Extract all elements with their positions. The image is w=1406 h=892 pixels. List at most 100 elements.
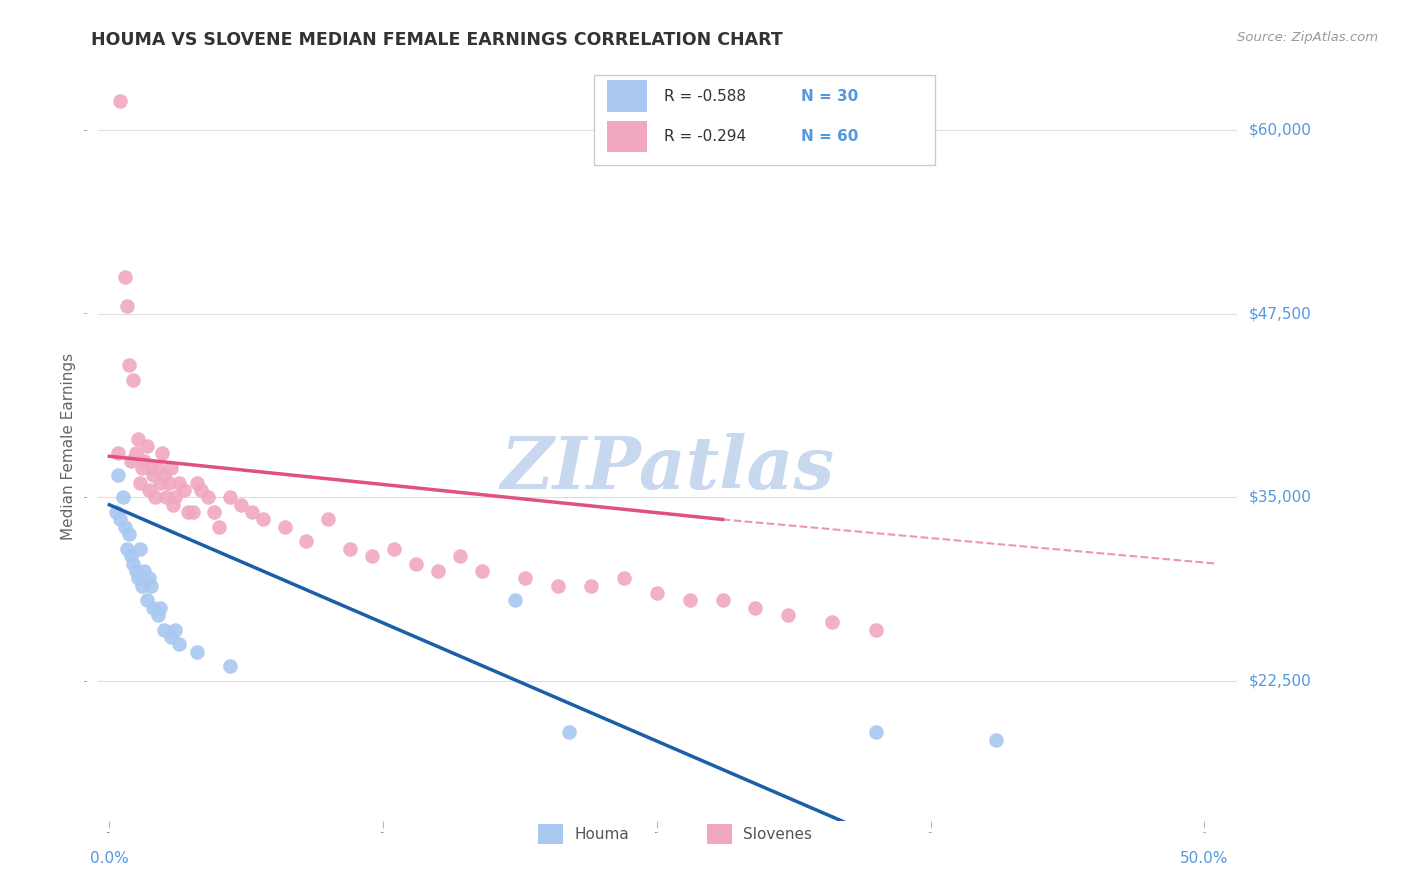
Point [645,586,668,600]
FancyBboxPatch shape [607,120,647,153]
Point [579,578,602,592]
Point [107,468,129,483]
Point [104,505,127,519]
Point [134,453,156,467]
Point [361,549,384,564]
Point [744,600,766,615]
Point [318,512,340,526]
Point [110,94,132,108]
Point [204,505,226,519]
Point [515,571,537,585]
Point [153,623,176,637]
Point [114,270,136,285]
Point [131,578,153,592]
Point [986,732,1008,747]
Point [218,659,240,673]
Point [558,725,581,739]
Point [149,475,172,490]
Text: Source: ZipAtlas.com: Source: ZipAtlas.com [1237,31,1378,45]
Point [135,439,157,453]
Point [679,593,702,607]
Point [711,593,734,607]
Text: HOUMA VS SLOVENE MEDIAN FEMALE EARNINGS CORRELATION CHART: HOUMA VS SLOVENE MEDIAN FEMALE EARNINGS … [91,31,783,49]
Point [613,571,636,585]
Point [120,549,142,564]
Point [120,453,142,467]
Text: 50.0%: 50.0% [1180,851,1229,866]
Point [165,491,187,505]
Point [134,564,156,578]
Point [139,578,162,592]
Point [122,373,145,387]
Text: $47,500: $47,500 [1249,306,1312,321]
Point [449,549,471,564]
Text: N = 60: N = 60 [801,129,859,144]
Point [124,446,146,460]
Point [821,615,844,630]
Point [159,630,181,644]
Point [778,607,800,622]
Point [426,564,449,578]
Point [157,475,180,490]
Point [155,491,177,505]
Point [142,600,165,615]
Point [129,475,152,490]
Point [138,483,160,497]
Point [153,468,176,483]
Point [186,645,208,659]
Point [124,564,146,578]
Point [162,498,184,512]
Point [135,593,157,607]
Text: $22,500: $22,500 [1249,673,1312,689]
Text: Houma: Houma [575,827,628,841]
Point [122,557,145,571]
Point [405,557,427,571]
Point [295,534,318,549]
Point [131,461,153,475]
Point [252,512,274,526]
Point [127,432,149,446]
Point [197,491,219,505]
Text: R = -0.294: R = -0.294 [665,129,747,144]
Point [110,512,132,526]
Point [218,491,240,505]
FancyBboxPatch shape [607,80,647,112]
Text: $35,000: $35,000 [1249,490,1312,505]
Point [177,505,200,519]
Text: 0.0%: 0.0% [90,851,129,866]
Point [169,475,191,490]
Text: ZIPatlas: ZIPatlas [501,433,835,504]
Point [503,593,526,607]
Text: $60,000: $60,000 [1249,122,1312,137]
Text: R = -0.588: R = -0.588 [665,88,747,103]
Point [146,461,169,475]
Point [129,541,152,556]
Text: N = 30: N = 30 [801,88,858,103]
Point [159,461,181,475]
Point [114,520,136,534]
Point [865,623,887,637]
Point [471,564,494,578]
Point [173,483,195,497]
Point [115,541,138,556]
Point [150,446,173,460]
Point [165,623,187,637]
Point [111,491,134,505]
Point [145,491,167,505]
Point [115,300,138,314]
Point [118,358,141,372]
Point [169,637,191,651]
Point [547,578,569,592]
Point [142,468,165,483]
Point [149,600,172,615]
Point [138,571,160,585]
Point [190,483,212,497]
Point [139,461,162,475]
Point [208,520,231,534]
Point [186,475,208,490]
Point [118,527,141,541]
Point [181,505,204,519]
Text: Slovenes: Slovenes [742,827,813,841]
Point [229,498,252,512]
Point [240,505,263,519]
